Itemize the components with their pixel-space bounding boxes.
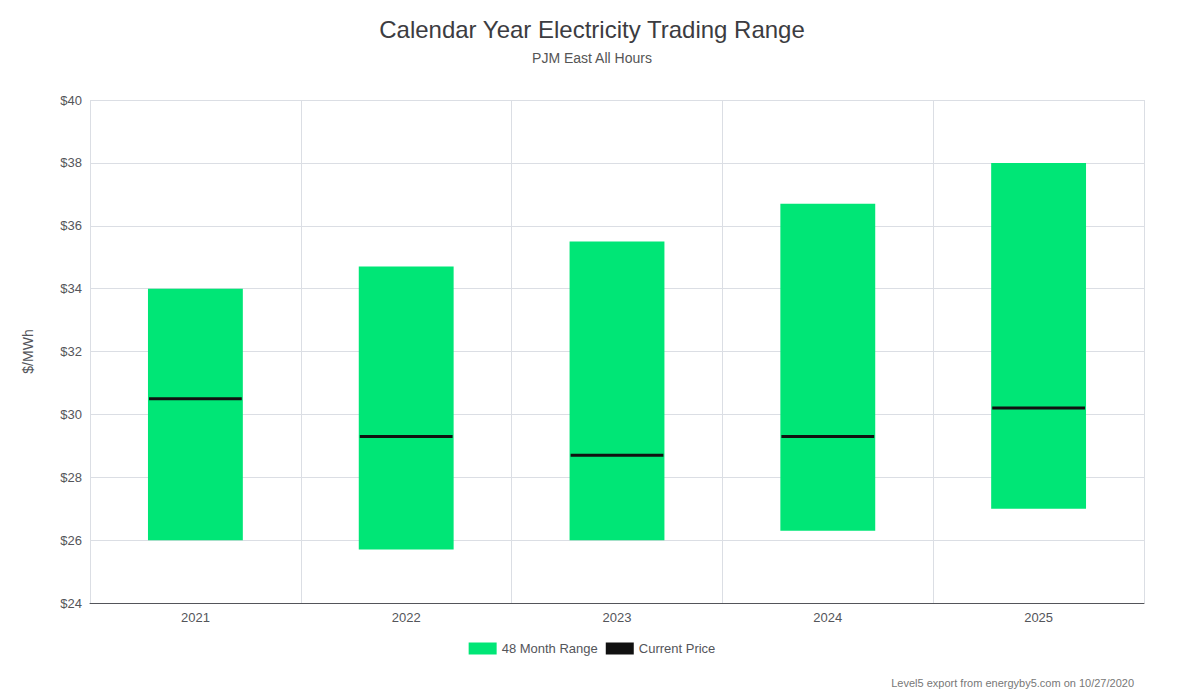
svg-text:48 Month Range: 48 Month Range (502, 641, 598, 656)
svg-text:$32: $32 (60, 344, 82, 359)
svg-text:2023: 2023 (603, 610, 632, 625)
svg-text:2021: 2021 (181, 610, 210, 625)
svg-text:$38: $38 (60, 155, 82, 170)
svg-text:2022: 2022 (392, 610, 421, 625)
svg-text:$36: $36 (60, 218, 82, 233)
svg-text:2025: 2025 (1024, 610, 1053, 625)
svg-text:$34: $34 (60, 281, 82, 296)
svg-text:$24: $24 (60, 596, 82, 611)
svg-text:$30: $30 (60, 407, 82, 422)
svg-text:$28: $28 (60, 470, 82, 485)
svg-text:$/MWh: $/MWh (20, 329, 36, 373)
svg-text:Current Price: Current Price (639, 641, 716, 656)
svg-text:2024: 2024 (813, 610, 842, 625)
svg-text:Level5 export from energyby5.c: Level5 export from energyby5.com on 10/2… (891, 677, 1134, 689)
svg-text:Calendar Year Electricity Trad: Calendar Year Electricity Trading Range (379, 16, 805, 43)
svg-text:$40: $40 (60, 93, 82, 108)
svg-text:$26: $26 (60, 533, 82, 548)
svg-text:PJM East All Hours: PJM East All Hours (532, 50, 652, 66)
